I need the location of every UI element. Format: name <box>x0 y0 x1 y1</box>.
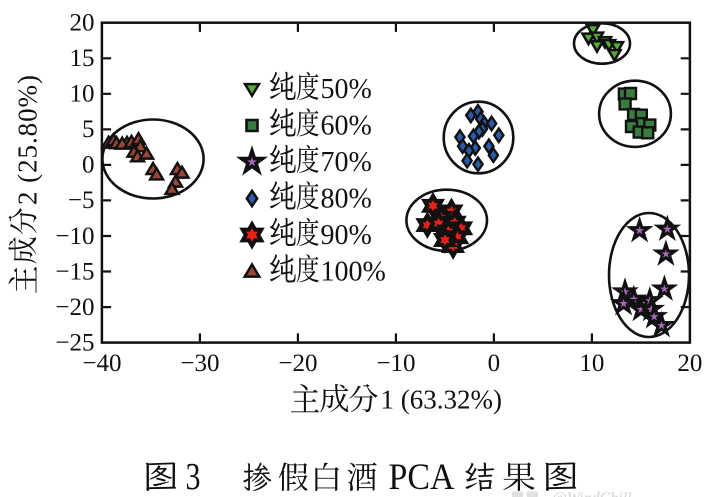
svg-text:−15: −15 <box>55 258 94 285</box>
svg-text:5: 5 <box>82 116 95 143</box>
svg-text:50%: 50% <box>321 74 372 105</box>
svg-text:0: 0 <box>488 350 501 377</box>
svg-text:100%: 100% <box>321 257 386 288</box>
svg-text:@WindChill: @WindChill <box>552 490 632 497</box>
svg-text:20: 20 <box>70 10 95 37</box>
svg-text:−10: −10 <box>55 223 94 250</box>
svg-text:−20: −20 <box>55 294 94 321</box>
svg-text:20: 20 <box>677 350 702 377</box>
svg-text:1 (63.32%): 1 (63.32%) <box>381 385 503 415</box>
svg-text:2 (25.80%): 2 (25.80%) <box>13 75 43 205</box>
svg-text:90%: 90% <box>321 220 372 251</box>
svg-text:80%: 80% <box>321 184 372 215</box>
svg-text:−25: −25 <box>55 329 94 356</box>
svg-text:15: 15 <box>70 45 95 72</box>
svg-text:10: 10 <box>579 350 604 377</box>
svg-text:70%: 70% <box>321 147 372 178</box>
svg-text:−30: −30 <box>180 350 219 377</box>
svg-text:60%: 60% <box>321 111 372 142</box>
svg-text:10: 10 <box>70 81 95 108</box>
svg-text:3: 3 <box>186 456 201 497</box>
svg-text:−10: −10 <box>376 350 415 377</box>
svg-text:−40: −40 <box>82 350 121 377</box>
svg-text:0: 0 <box>82 152 95 179</box>
svg-text:−5: −5 <box>68 187 95 214</box>
svg-text:−20: −20 <box>278 350 317 377</box>
svg-text:PCA: PCA <box>389 457 455 497</box>
